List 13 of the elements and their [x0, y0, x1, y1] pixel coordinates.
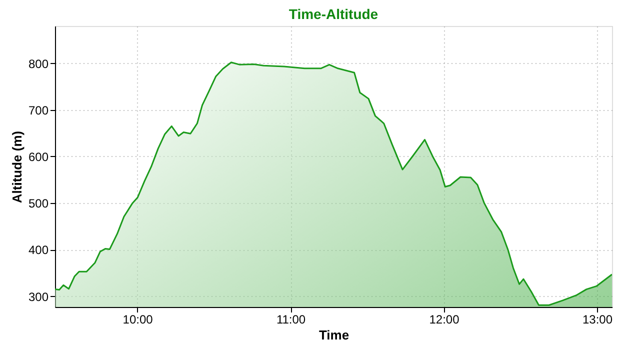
y-axis-title: Altitude (m) [9, 130, 24, 204]
y-tick-label: 500 [28, 196, 49, 211]
x-axis-title: Time [318, 328, 350, 342]
x-tick-label: 13:00 [582, 312, 613, 326]
x-tick-label: 10:00 [122, 312, 154, 326]
x-tick-label: 11:00 [276, 312, 306, 326]
x-tick-label: 12:00 [429, 312, 460, 326]
y-tick-label: 300 [28, 290, 49, 304]
y-tick-label: 600 [28, 150, 49, 164]
y-tick-label: 800 [28, 56, 49, 71]
y-tick-label: 400 [28, 243, 49, 258]
y-tick-label: 700 [28, 103, 49, 118]
chart-title: Time-Altitude [288, 6, 378, 22]
